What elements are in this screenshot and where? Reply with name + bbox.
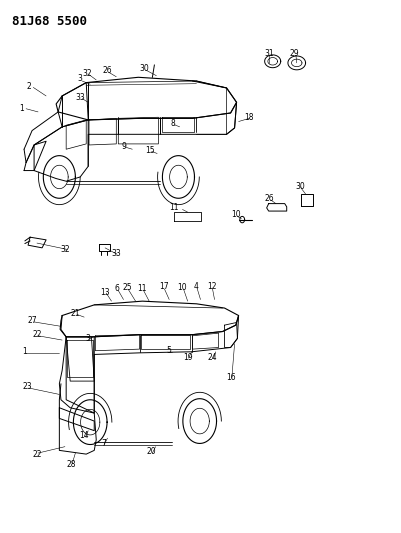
- Text: 29: 29: [290, 49, 300, 58]
- Text: 23: 23: [22, 382, 32, 391]
- Text: 18: 18: [244, 113, 253, 122]
- Text: 1: 1: [22, 348, 27, 356]
- Text: 32: 32: [83, 69, 92, 78]
- Text: 26: 26: [103, 66, 112, 75]
- Text: 16: 16: [226, 373, 235, 382]
- Text: 5: 5: [166, 346, 171, 355]
- Text: 33: 33: [75, 93, 85, 101]
- Text: 22: 22: [32, 330, 42, 339]
- Text: 3: 3: [85, 334, 90, 343]
- Text: 8: 8: [170, 119, 175, 128]
- Text: 4: 4: [194, 282, 199, 291]
- Text: 22: 22: [32, 450, 42, 458]
- Text: 11: 11: [138, 285, 147, 293]
- Text: 81J68 5500: 81J68 5500: [12, 15, 87, 28]
- Text: 6: 6: [115, 285, 119, 293]
- Text: 31: 31: [265, 49, 274, 58]
- Text: 15: 15: [146, 146, 155, 155]
- Text: 10: 10: [231, 210, 241, 219]
- Text: 27: 27: [27, 317, 37, 325]
- Text: 24: 24: [208, 353, 217, 361]
- Text: 1: 1: [20, 104, 24, 113]
- Text: 21: 21: [71, 309, 80, 318]
- Text: 30: 30: [295, 182, 305, 191]
- Text: 33: 33: [111, 249, 121, 257]
- Text: 26: 26: [265, 194, 274, 203]
- Text: 2: 2: [26, 82, 31, 91]
- Text: 7: 7: [101, 439, 106, 448]
- Text: 20: 20: [147, 448, 156, 456]
- Text: 30: 30: [140, 64, 149, 72]
- Text: 32: 32: [60, 245, 70, 254]
- Text: 3: 3: [78, 75, 83, 83]
- Text: 9: 9: [121, 142, 126, 151]
- Text: 11: 11: [170, 204, 179, 212]
- Text: 14: 14: [79, 432, 89, 440]
- Text: 13: 13: [100, 288, 110, 296]
- Text: 12: 12: [207, 282, 217, 291]
- Text: 25: 25: [123, 284, 132, 292]
- Text: 19: 19: [183, 353, 192, 361]
- Text: 28: 28: [67, 461, 76, 469]
- Text: 17: 17: [159, 282, 168, 291]
- Text: 10: 10: [178, 284, 187, 292]
